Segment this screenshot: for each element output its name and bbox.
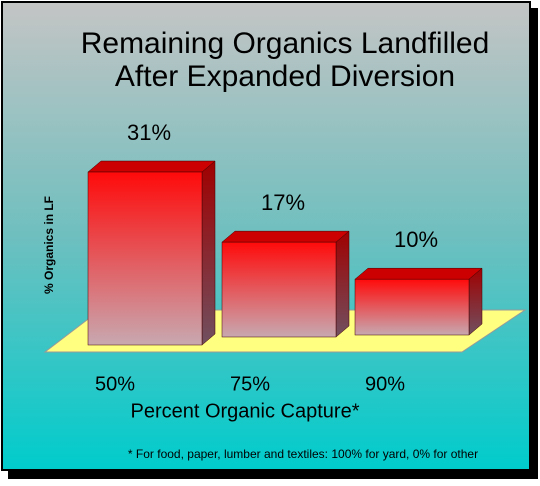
chart-title: After Expanded Diversion	[115, 60, 455, 93]
bar	[221, 241, 337, 338]
bar-top	[87, 160, 216, 173]
bar-side	[335, 230, 350, 338]
bar	[354, 278, 470, 336]
x-tick-label: 75%	[230, 373, 270, 395]
bar-top	[354, 267, 483, 280]
bar-side	[201, 160, 216, 346]
x-tick-label: 90%	[365, 373, 405, 395]
y-axis-label: % Organics in LF	[42, 196, 56, 294]
value-label: 31%	[127, 120, 171, 145]
chart-title: Remaining Organics Landfilled	[81, 27, 490, 60]
value-label: 10%	[394, 227, 438, 252]
bar	[87, 171, 203, 346]
bar-side	[468, 267, 483, 336]
bar-top	[221, 230, 350, 243]
x-tick-label: 50%	[95, 373, 135, 395]
value-label: 17%	[261, 190, 305, 215]
x-axis-label: Percent Organic Capture*	[130, 400, 359, 422]
footnote: * For food, paper, lumber and textiles: …	[128, 447, 478, 461]
